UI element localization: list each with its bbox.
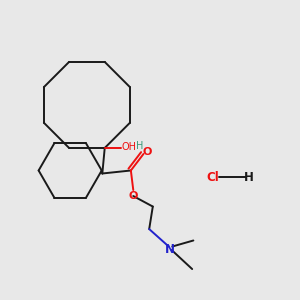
Text: OH: OH	[122, 142, 137, 152]
Text: H: H	[244, 170, 254, 184]
Text: Cl: Cl	[207, 170, 220, 184]
Text: H: H	[136, 142, 143, 152]
Text: N: N	[165, 243, 175, 256]
Text: O: O	[142, 147, 152, 157]
Text: O: O	[129, 191, 138, 201]
